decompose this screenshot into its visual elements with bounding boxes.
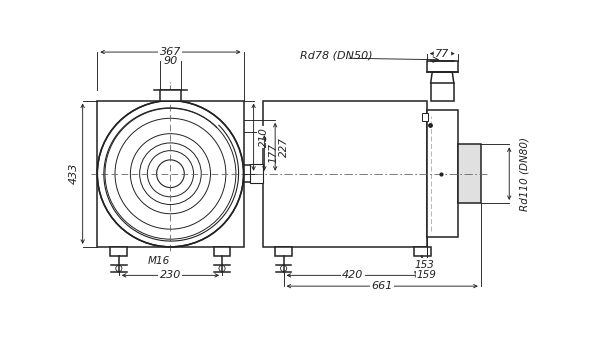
Text: Rd110 (DN80): Rd110 (DN80) xyxy=(520,137,530,211)
Text: 77: 77 xyxy=(435,49,449,58)
Text: Rd78 (DN50): Rd78 (DN50) xyxy=(300,50,373,60)
Bar xyxy=(263,100,427,247)
Bar xyxy=(427,61,458,72)
Text: 153: 153 xyxy=(415,260,434,270)
Text: 661: 661 xyxy=(371,281,393,291)
Bar xyxy=(427,110,458,237)
Bar xyxy=(431,83,454,100)
Text: 420: 420 xyxy=(342,270,364,280)
Bar xyxy=(250,164,263,183)
Bar xyxy=(414,247,431,256)
Bar xyxy=(458,144,481,203)
Text: 227: 227 xyxy=(280,137,289,157)
Text: M16: M16 xyxy=(148,256,170,266)
Text: 159: 159 xyxy=(417,270,437,280)
Bar xyxy=(97,100,244,247)
Bar xyxy=(214,247,230,256)
Text: 210: 210 xyxy=(259,127,269,147)
Bar xyxy=(160,90,181,100)
Bar xyxy=(422,113,428,121)
Text: 367: 367 xyxy=(160,47,181,57)
Bar xyxy=(275,247,292,256)
Text: 230: 230 xyxy=(160,270,181,280)
Text: 90: 90 xyxy=(163,56,178,66)
Bar xyxy=(110,247,127,256)
Text: 177: 177 xyxy=(269,143,278,163)
Text: 433: 433 xyxy=(68,163,79,184)
Bar xyxy=(244,165,257,182)
